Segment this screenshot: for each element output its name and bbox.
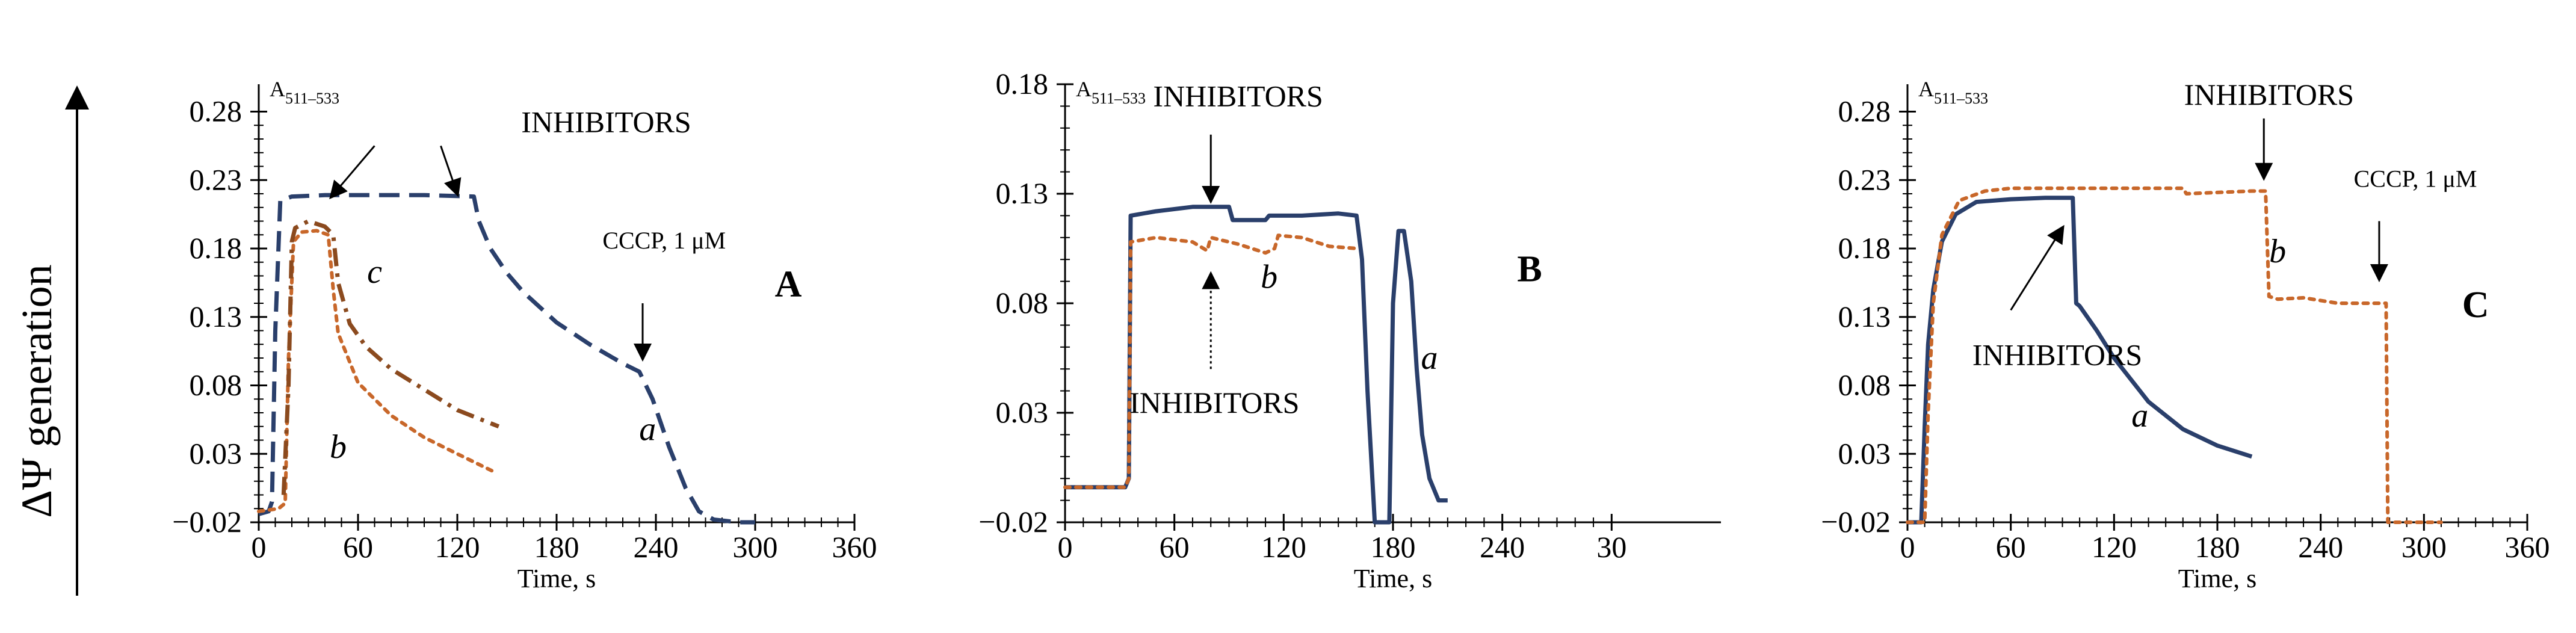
annotation-inhibitors: INHIBITORS [1972,338,2142,371]
y-tick-label: 0.08 [190,368,242,402]
x-tick-label: 240 [634,530,679,564]
y-tick-label: 0.28 [190,94,242,128]
y-tick-label: 0.23 [1838,162,1891,196]
series-line-c [281,219,500,495]
absorbance-subscript: 511–533 [1092,90,1146,107]
series-line-b [1063,233,1359,489]
y-tick-label: 0.03 [1838,436,1891,470]
series-label-b: b [330,428,347,466]
absorbance-label: A511–533 [270,77,339,107]
x-tick-label: 60 [1160,530,1190,564]
panel-letter: C [2462,285,2489,326]
panel-letter: B [1517,249,1542,290]
x-tick-label: 60 [343,530,373,564]
x-tick-label: 120 [2092,530,2137,564]
series-label-b: b [2269,233,2286,270]
annotation-arrow [2010,224,2065,311]
y-tick-label: 0.03 [996,395,1049,429]
series-label-b: b [1261,259,1277,296]
absorbance-label: A511–533 [1918,77,1988,107]
series-line-a [1907,196,2253,525]
x-tick-label: 180 [1371,530,1416,564]
side-label: ΔΨ generation [13,264,61,517]
x-tick-label: 360 [832,530,877,564]
x-tick-label: 300 [733,530,778,564]
x-axis-label: Time, s [2178,564,2256,593]
y-tick-label: 0.28 [1838,94,1891,128]
y-tick-label: 0.13 [1838,300,1891,333]
x-tick-label: 0 [1900,530,1915,564]
x-tick-label: 60 [1996,530,2026,564]
y-tick-label: 0.23 [190,162,242,196]
y-tick-label: 0.08 [1838,368,1891,402]
y-tick-label: −0.02 [172,505,242,539]
x-tick-label: 30 [1596,530,1626,564]
panel-letter: A [775,264,802,305]
x-tick-label: 180 [2195,530,2240,564]
y-tick-label: 0.03 [190,436,242,470]
y-tick-label: 0.13 [190,300,242,333]
side-label-group: ΔΨ generation [13,85,89,596]
series-line-b [1906,186,2443,524]
annotation-arrow [440,145,462,197]
y-tick-label: 0.18 [1838,231,1891,265]
series-line-a [1065,205,1448,525]
y-tick-label: −0.02 [1821,505,1891,539]
annotation-arrow [329,145,375,200]
x-axis-label: Time, s [517,564,596,593]
y-tick-label: 0.13 [996,176,1049,210]
x-tick-label: 360 [2505,530,2550,564]
absorbance-subscript: 511–533 [285,90,339,107]
panels: −0.02 0.03 0.08 0.13 0.18 0.23 0.28 0 60 120 180 24… [172,67,2550,593]
x-axis-label: Time, s [1354,564,1432,593]
panel-b: −0.02 0.03 0.08 0.13 0.18 0 60 120 180 240 30 Time,… [978,67,1721,593]
panel-c: −0.02 0.03 0.08 0.13 0.18 0.23 0.28 0 60 120 180 24… [1821,77,2550,593]
series-line-a [258,193,755,525]
x-tick-label: 240 [1480,530,1525,564]
y-tick-label: 0.08 [996,286,1049,320]
x-tick-label: 300 [2401,530,2447,564]
absorbance-label: A511–533 [1076,77,1146,107]
annotation-cccp: CCCP, 1 μM [2354,165,2477,193]
x-tick-label: 180 [534,530,579,564]
series-label-a: a [2131,397,2148,434]
series-label-a: a [1421,339,1438,377]
annotation-cccp: CCCP, 1 μM [602,227,726,254]
x-tick-label: 120 [435,530,480,564]
x-tick-label: 0 [252,530,267,564]
annotation-inhibitors: INHIBITORS [2184,78,2354,111]
series-label-c: c [367,253,382,291]
annotation-inhibitors: INHIBITORS [1129,386,1299,419]
y-tick-label: 0.18 [996,67,1049,100]
x-tick-label: 240 [2298,530,2343,564]
y-tick-label: 0.18 [190,231,242,265]
x-tick-label: 0 [1058,530,1073,564]
series-label-a: a [639,411,656,448]
x-tick-label: 120 [1261,530,1306,564]
annotation-inhibitors: INHIBITORS [521,105,691,139]
y-tick-label: −0.02 [978,505,1048,539]
panel-a: −0.02 0.03 0.08 0.13 0.18 0.23 0.28 0 60 120 180 24… [172,77,877,593]
annotation-inhibitors: INHIBITORS [1153,79,1323,113]
absorbance-subscript: 511–533 [1934,90,1988,107]
